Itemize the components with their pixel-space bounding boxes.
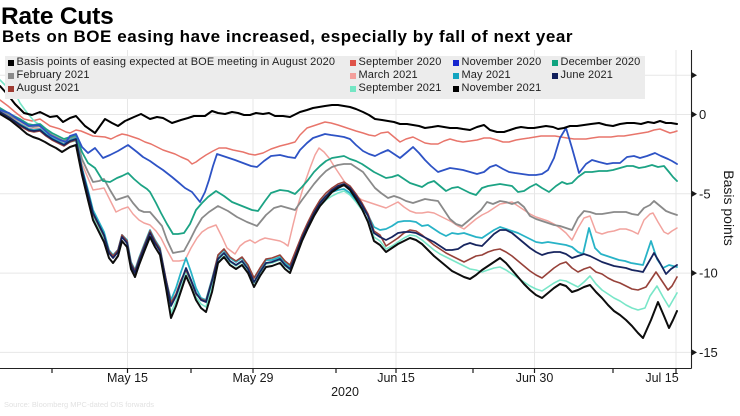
svg-text:Jun 15: Jun 15 [377,371,415,385]
svg-text:May 15: May 15 [107,371,148,385]
svg-text:0: 0 [699,107,706,122]
svg-text:Jul 15: Jul 15 [645,371,678,385]
svg-text:2020: 2020 [331,385,359,399]
svg-text:Jun 30: Jun 30 [516,371,554,385]
svg-text:-5: -5 [699,186,711,201]
svg-text:Basis points: Basis points [721,170,737,245]
svg-text:-10: -10 [699,266,718,281]
svg-text:-15: -15 [699,345,718,360]
svg-text:May 29: May 29 [233,371,274,385]
